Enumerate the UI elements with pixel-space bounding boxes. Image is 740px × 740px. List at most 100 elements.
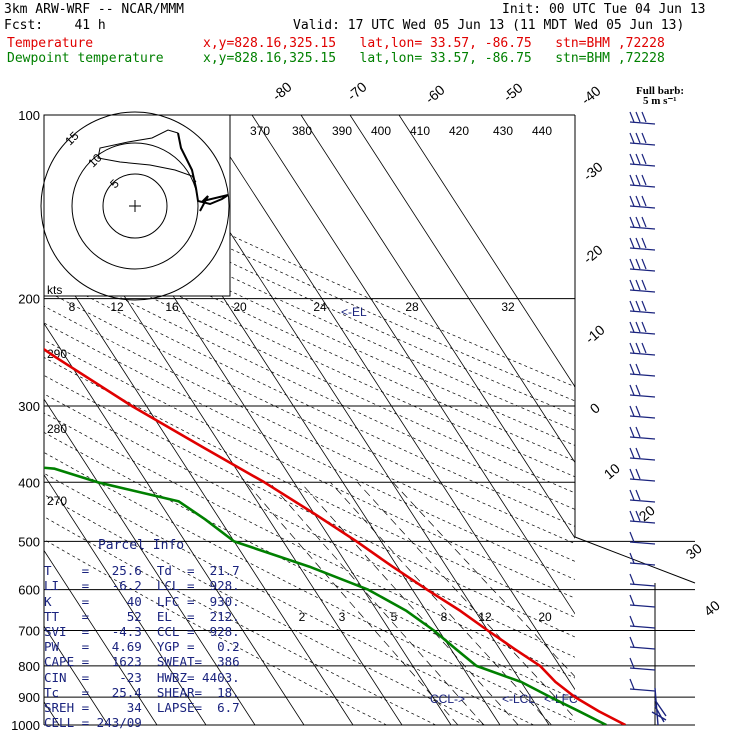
parcel-info-row: LI = -6.2 LCL = 928. — [44, 578, 240, 594]
wind-barb — [629, 657, 656, 671]
wind-barb-flag — [629, 174, 635, 186]
isotherm-label: 10 — [601, 460, 623, 482]
wind-barb-flag — [635, 300, 641, 312]
wind-barb-shaft — [629, 436, 656, 440]
dewpoint-location: x,y=828.16,325.15 lat,lon= 33.57, -86.75… — [203, 51, 665, 66]
isotherm-label: -30 — [580, 158, 606, 183]
parcel-info-row: PW = 4.69 YGP = 0.2 — [44, 639, 240, 655]
isotherm-line — [44, 549, 158, 725]
wind-barb-flag — [629, 132, 635, 144]
theta-label: 270 — [47, 494, 67, 508]
mixing-ratio-line — [245, 482, 459, 725]
wind-barb-flag — [635, 363, 641, 375]
hodograph-units: kts — [47, 283, 62, 297]
wind-barb-flag — [629, 195, 635, 207]
wind-barb-shaft — [629, 268, 656, 272]
mixing-ratio-label: 24 — [313, 300, 327, 314]
wind-barb-flag — [641, 195, 647, 207]
wind-barb-flag — [641, 279, 647, 291]
wind-barb-shaft — [629, 457, 656, 461]
wind-barb-flag — [635, 384, 641, 396]
wind-barb — [629, 573, 656, 587]
isotherm-label: -70 — [344, 78, 370, 103]
wind-barb-shaft — [629, 142, 656, 146]
wind-barb-flag — [629, 510, 635, 522]
profile-line — [44, 466, 607, 725]
wind-barb-flag — [635, 510, 641, 522]
hodograph-ring — [102, 173, 168, 239]
mixing-ratio-label: 20 — [538, 610, 552, 624]
dry-adiabat-line — [44, 516, 436, 725]
dry-adiabat-line — [44, 452, 575, 722]
dry-adiabat-line — [44, 185, 575, 431]
hodograph-trace — [177, 132, 229, 212]
wind-barb-flag — [635, 405, 641, 417]
wind-barb-flag — [629, 258, 635, 270]
wind-barb-flag — [629, 405, 635, 417]
wind-barb-flag — [629, 552, 635, 564]
dry-adiabat-line — [44, 157, 575, 402]
wind-barb-flag — [629, 111, 635, 123]
dry-adiabat-line — [44, 289, 575, 545]
wind-barb — [629, 678, 656, 692]
wind-barb-shaft — [629, 520, 656, 524]
wind-barb-shaft — [629, 625, 656, 629]
wind-barb-shaft — [629, 478, 656, 482]
wind-barb-flag — [629, 216, 635, 228]
wind-barb-shaft — [629, 541, 656, 545]
isotherm-line — [44, 398, 256, 725]
parcel-info-row: SVI = -4.3 CCL = 928. — [44, 623, 240, 639]
dry-adiabat-line — [44, 242, 575, 494]
wind-barb-shaft — [629, 184, 656, 188]
forecast-hour: Fcst: 41 h — [4, 18, 106, 33]
wind-barb — [629, 342, 656, 356]
wind-barb — [629, 405, 656, 419]
wind-barb — [629, 258, 656, 272]
isotherm-label: -20 — [580, 241, 606, 266]
wind-barb-shaft — [629, 289, 656, 293]
isotherm-line — [44, 474, 207, 725]
barb-legend-title: Full barb: — [636, 85, 684, 97]
isotherm-label: 30 — [683, 540, 705, 562]
isotherm-label: 20 — [636, 502, 658, 524]
wind-barb-shaft — [629, 352, 656, 356]
dry-adiabat-line — [44, 494, 485, 725]
mixing-ratio-label: 20 — [233, 300, 247, 314]
wind-barb-flag — [635, 216, 641, 228]
theta-label: 290 — [47, 347, 67, 361]
mixing-ratio-line — [300, 482, 519, 725]
pressure-label: 100 — [18, 108, 40, 123]
wind-barb-shaft — [629, 331, 656, 335]
wind-barb-flag — [635, 279, 641, 291]
wind-barb — [629, 426, 656, 440]
wind-barb — [629, 447, 656, 461]
theta-label: 380 — [292, 124, 312, 138]
plot-right-border-skew — [574, 536, 696, 584]
parcel-info-row: T = 25.6 Td = 21.7 — [44, 563, 240, 579]
wind-barb-flag — [641, 174, 647, 186]
hodograph-ring — [40, 111, 230, 301]
wind-barb-flag — [635, 468, 641, 480]
mixing-ratio-label: 5 — [391, 610, 398, 624]
wind-barb-flag — [629, 531, 635, 543]
isotherm-label: -10 — [582, 321, 608, 346]
isotherm-label: -50 — [500, 79, 526, 104]
dewpoint-legend: Dewpoint temperature — [7, 51, 164, 66]
wind-barb-flag — [635, 111, 641, 123]
wind-barb-shaft — [629, 583, 656, 587]
theta-label: 420 — [449, 124, 469, 138]
wind-barb-flag — [635, 258, 641, 270]
wind-barb — [629, 279, 656, 293]
wind-barb — [629, 111, 656, 125]
wind-barb-flag — [635, 321, 641, 333]
level-marker: <-LFC — [544, 692, 578, 706]
wind-barb-flag — [641, 342, 647, 354]
valid-time: Valid: 17 UTC Wed 05 Jun 13 (11 MDT Wed … — [293, 18, 685, 33]
wind-barb-flag — [629, 489, 635, 501]
wind-barb-flag — [635, 426, 641, 438]
wind-barb-shaft — [629, 394, 656, 398]
theta-label: 280 — [47, 422, 67, 436]
wind-barb-flag — [641, 321, 647, 333]
